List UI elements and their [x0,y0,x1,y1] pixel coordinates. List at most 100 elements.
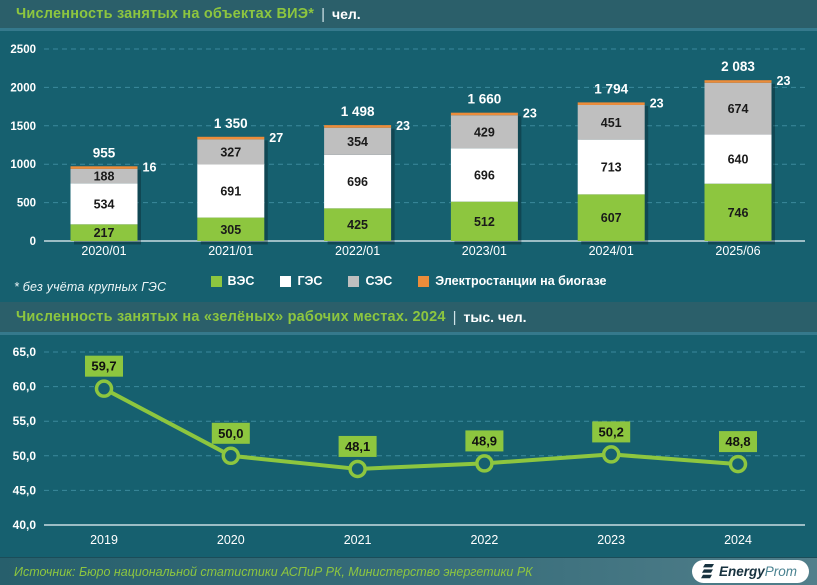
chart1-title-separator: | [321,5,325,23]
segment-value-label: 354 [347,135,368,149]
biogas-value-label: 23 [777,74,791,88]
point-label-box [719,431,757,453]
point-label-box [465,430,504,452]
x-category-label: 2021 [344,533,372,547]
legend-swatch-ses [348,275,360,287]
bar-total-label: 955 [93,145,116,160]
biogas-value-label: 23 [523,107,537,121]
y-tick-label: 1500 [10,121,36,133]
bar-segment-Электростанции на биогазе [450,112,518,116]
legend-label-biogas: Электростанции на биогазе [435,274,607,288]
y-tick-label: 2000 [10,82,36,94]
point-label: 50,0 [218,426,243,441]
bar-segment-ГЭС [577,139,645,195]
x-category-label: 2022/01 [335,244,380,258]
bar-segment-ВЭС [197,217,265,241]
bar-segment-Электростанции на биогазе [577,102,645,105]
line-chart: 40,0 45,0 50,0 55,0 60,0 65,0 59,7 2019 50,0 2020… [0,337,817,557]
bar-segment-Электростанции на биогазе [704,80,772,83]
segment-value-label: 305 [220,223,241,237]
segment-value-label: 607 [601,211,622,225]
segment-value-label: 188 [94,170,115,184]
x-category-label: 2024/01 [589,244,634,258]
bar-segment-СЭС [324,127,392,155]
bar-group-2022/01: 425 696 354 23 1 498 [324,104,410,245]
segment-value-label: 691 [220,185,241,199]
bar-segment-ГЭС [197,164,265,218]
data-point-2023 [601,445,621,464]
chart1-title: Численность занятых на объектах ВИЭ* [16,6,315,22]
segment-value-label: 696 [474,168,495,182]
x-category-label: 2024 [724,533,752,547]
meta-row: * без учёта крупных ГЭС ВЭС ГЭС СЭС Элек… [0,268,817,300]
bar-segment-ВЭС [577,194,645,241]
legend: ВЭС ГЭС СЭС Электростанции на биогазе [0,274,817,288]
legend-item-ses: СЭС [348,274,392,288]
y-tick-label: 2500 [10,44,36,56]
x-category-label: 2023/01 [462,244,507,258]
y-tick-label: 45,0 [13,483,37,497]
segment-value-label: 429 [474,125,495,139]
logo-text-light: Prom [764,563,797,579]
bar-total-label: 1 794 [594,81,628,96]
footnote: * без учёта крупных ГЭС [14,280,167,294]
legend-label-ges: ГЭС [297,274,323,288]
legend-label-ses: СЭС [365,274,393,288]
data-point-2020 [221,446,241,466]
data-point-2019 [94,379,114,398]
x-category-label: 2022 [470,533,498,547]
x-category-label: 2020/01 [81,244,126,258]
bar-segment-Электростанции на биогазе [197,136,265,140]
legend-item-ges: ГЭС [280,274,322,288]
x-category-label: 2023 [597,533,625,547]
bar-segment-ГЭС [324,154,392,209]
bar-group-2024/01: 607 713 451 23 1 794 [577,81,664,245]
y-tick-label: 55,0 [13,414,37,428]
point-label: 48,9 [472,433,497,448]
chart2-title-band: Численность занятых на «зелёных» рабочих… [0,302,817,335]
bar-group-2020/01: 217 534 188 16 955 [70,145,156,245]
chart2-title-separator: | [452,308,457,326]
y-tick-label: 0 [30,236,36,248]
legend-swatch-ges [280,275,292,287]
legend-label-ves: ВЭС [227,274,255,288]
bar-segment-Электростанции на биогазе [324,125,392,128]
bar-segment-ГЭС [704,134,772,184]
point-label-box [85,355,123,377]
stacked-bar-chart-svg: 0 500 1000 1500 2000 2500 217 534 188 16 955 2020/0… [10,44,805,258]
bar-segment-СЭС [70,168,138,184]
bar-segment-ВЭС [704,183,772,241]
bar-group-2021/01: 305 691 327 27 1 350 [197,116,283,245]
chart2-unit: тыс. чел. [463,309,527,325]
segment-value-label: 451 [601,116,622,130]
bar-segment-ВЭС [70,224,138,241]
y-tick-label: 60,0 [13,380,37,394]
segment-value-label: 640 [728,153,749,167]
bar-segment-ВЭС [450,201,518,241]
biogas-value-label: 27 [269,131,283,145]
segment-value-label: 696 [347,175,368,189]
data-point-2021 [348,459,367,479]
legend-item-biogas: Электростанции на биогазе [418,274,607,288]
bar-total-label: 1 498 [341,104,375,119]
chart1-unit: чел. [332,6,361,22]
y-tick-label: 50,0 [13,449,37,463]
legend-swatch-biogas [418,275,430,287]
segment-value-label: 534 [94,197,115,211]
x-category-label: 2025/06 [715,244,760,258]
segment-value-label: 746 [728,206,749,220]
source-text: Источник: Бюро национальной статистики А… [14,564,533,579]
bar-segment-СЭС [450,115,518,149]
stacked-bar-chart: 0 500 1000 1500 2000 2500 217 534 188 16 955 2020/0… [0,31,817,268]
segment-value-label: 327 [220,145,241,159]
x-category-label: 2021/01 [208,244,253,258]
line-chart-svg: 40,0 45,0 50,0 55,0 60,0 65,0 59,7 2019 50,0 2020… [13,345,805,547]
y-tick-label: 1000 [10,159,36,171]
footer: Источник: Бюро национальной статистики А… [0,557,817,585]
bar-segment-СЭС [704,82,772,135]
bar-group-2025/06: 746 640 674 23 2 083 [704,59,791,245]
biogas-value-label: 23 [650,96,664,110]
bar-group-2023/01: 512 696 429 23 1 660 [450,92,537,245]
segment-value-label: 512 [474,215,495,229]
logo-text-bold: Energy [718,563,765,579]
